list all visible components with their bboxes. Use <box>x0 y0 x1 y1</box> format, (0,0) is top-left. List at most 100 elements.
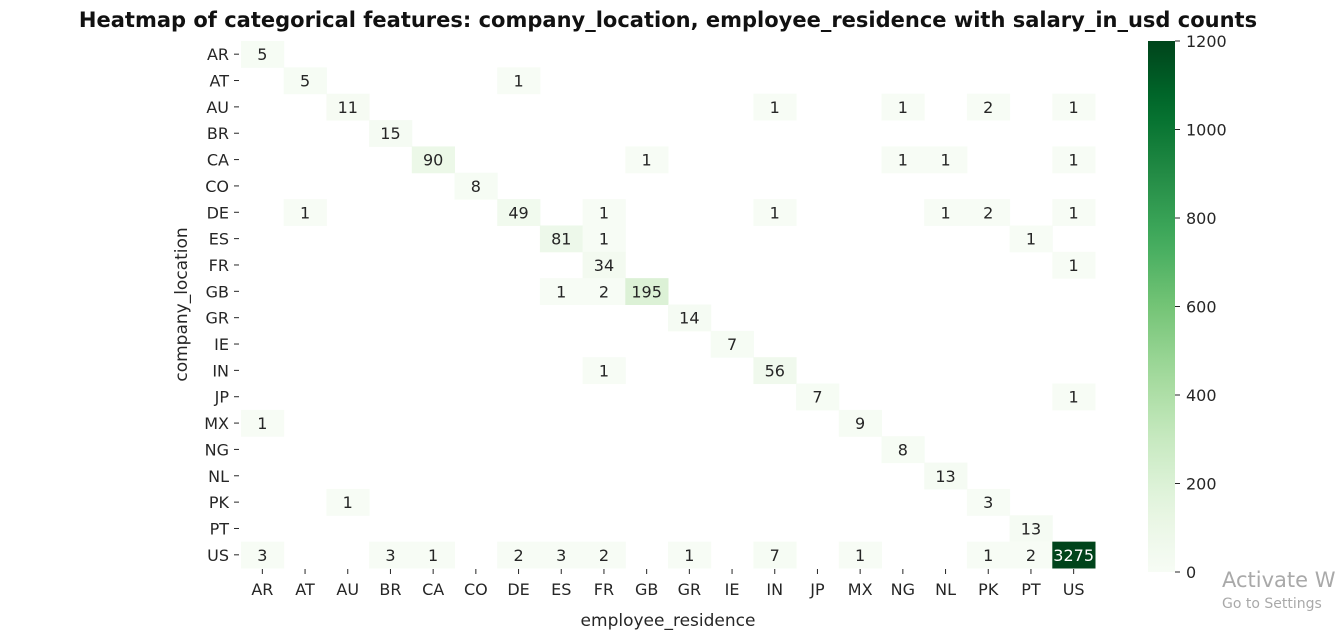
y-tick-label: GR <box>205 309 229 328</box>
heatmap-cell <box>1009 541 1053 569</box>
cell-value-label: 2 <box>599 282 609 301</box>
heatmap-cell <box>1052 93 1096 121</box>
heatmap-cell <box>881 93 925 121</box>
colorbar-tick-label: 600 <box>1186 298 1217 317</box>
cell-value-label: 7 <box>770 546 780 565</box>
x-tick-label: NG <box>891 580 915 599</box>
heatmap-cell <box>966 93 1011 121</box>
x-tick-label: MX <box>848 580 873 599</box>
x-tick-label: CO <box>464 580 488 599</box>
y-tick-label: GB <box>206 282 229 301</box>
cell-value-label: 1 <box>599 203 609 222</box>
y-tick-label: IN <box>212 361 229 380</box>
heatmap-cell <box>1052 251 1096 279</box>
heatmap-cell <box>1009 515 1053 543</box>
cell-value-label: 1 <box>898 98 908 117</box>
chart-title: Heatmap of categorical features: company… <box>78 8 1258 32</box>
cell-value-label: 1 <box>343 493 353 512</box>
colorbar-tick-label: 1200 <box>1186 32 1227 51</box>
y-axis-ticks: AR AT AU BR CA CO DE ES FR GB GR IE IN JP MX NG NL PK PT US <box>204 45 239 565</box>
heatmap-cells <box>241 41 1096 569</box>
heatmap-cell <box>668 304 712 332</box>
heatmap-cell <box>753 93 797 121</box>
heatmap-cell <box>1052 146 1096 174</box>
colorbar-tick-label: 0 <box>1186 563 1196 582</box>
cell-value-label: 195 <box>631 282 662 301</box>
y-tick-label: CO <box>205 177 229 196</box>
x-tick-label: NL <box>935 580 956 599</box>
y-tick-label: CA <box>207 151 229 170</box>
heatmap-cell <box>625 146 669 174</box>
heatmap-cell <box>539 278 584 305</box>
heatmap-cell <box>796 383 840 411</box>
cell-value-label: 1 <box>1069 151 1079 170</box>
heatmap-cell <box>710 330 754 358</box>
heatmap-cell <box>1009 225 1053 253</box>
heatmap-cell <box>1052 199 1096 226</box>
heatmap-cell <box>326 93 370 121</box>
y-tick-label: NL <box>208 467 229 486</box>
x-tick-label: IN <box>766 580 783 599</box>
heatmap-cell <box>753 541 797 569</box>
heatmap-cell <box>582 251 626 279</box>
heatmap-cell <box>753 199 797 226</box>
cell-value-label: 1 <box>940 203 950 222</box>
cell-value-label: 1 <box>684 546 694 565</box>
heatmap-cell <box>1052 541 1096 569</box>
heatmap-cell <box>966 488 1011 516</box>
y-tick-label: ES <box>209 230 229 249</box>
x-tick-label: AT <box>295 580 315 599</box>
colorbar-tick-label: 800 <box>1186 209 1217 228</box>
y-tick-label: PK <box>209 493 230 512</box>
y-tick-label: NG <box>205 440 229 459</box>
cell-value-label: 49 <box>508 203 528 222</box>
heatmap-cell <box>454 172 498 200</box>
x-tick-label: GR <box>678 580 702 599</box>
cell-value-label: 2 <box>983 203 993 222</box>
heatmap-cell <box>668 541 712 569</box>
cell-value-label: 1 <box>770 98 780 117</box>
x-tick-label: AU <box>336 580 359 599</box>
cell-value-label: 1 <box>898 151 908 170</box>
heatmap-cell <box>582 278 626 305</box>
cell-value-label: 7 <box>727 335 737 354</box>
heatmap-cell <box>497 67 541 95</box>
y-tick-label: AR <box>207 45 229 64</box>
cell-value-label: 34 <box>594 256 614 275</box>
y-tick-label: IE <box>214 335 229 354</box>
heatmap-cell <box>924 146 968 174</box>
colorbar <box>1148 41 1175 572</box>
heatmap-cell <box>411 146 455 174</box>
cell-value-label: 1 <box>599 361 609 380</box>
x-tick-label: AR <box>251 580 273 599</box>
x-tick-label: ES <box>551 580 571 599</box>
x-tick-label: FR <box>594 580 614 599</box>
heatmap-cell <box>241 41 285 68</box>
x-tick-label: DE <box>507 580 529 599</box>
cell-value-label: 2 <box>1026 546 1036 565</box>
heatmap-cell <box>924 462 968 490</box>
watermark-title: Activate W <box>1222 568 1336 592</box>
watermark-subtitle: Go to Settings <box>1222 596 1322 612</box>
heatmap-cell <box>497 199 541 226</box>
x-tick-label: GB <box>635 580 658 599</box>
cell-value-label: 1 <box>1069 256 1079 275</box>
cell-value-label: 1 <box>642 151 652 170</box>
cell-value-label: 5 <box>300 72 310 91</box>
x-tick-label: CA <box>422 580 444 599</box>
cell-value-label: 1 <box>1026 230 1036 249</box>
cell-value-label: 1 <box>940 151 950 170</box>
cell-value-label: 15 <box>380 124 400 143</box>
heatmap-cell <box>966 541 1011 569</box>
heatmap-cell <box>326 488 370 516</box>
x-tick-label: JP <box>809 580 825 599</box>
heatmap-cell <box>838 541 882 569</box>
heatmap-cell <box>241 409 285 437</box>
heatmap-cell <box>497 541 541 569</box>
y-tick-label: MX <box>204 414 229 433</box>
y-tick-label: DE <box>207 203 229 222</box>
cell-value-label: 1 <box>556 282 566 301</box>
cell-value-label: 2 <box>599 546 609 565</box>
cell-value-label: 1 <box>257 414 267 433</box>
